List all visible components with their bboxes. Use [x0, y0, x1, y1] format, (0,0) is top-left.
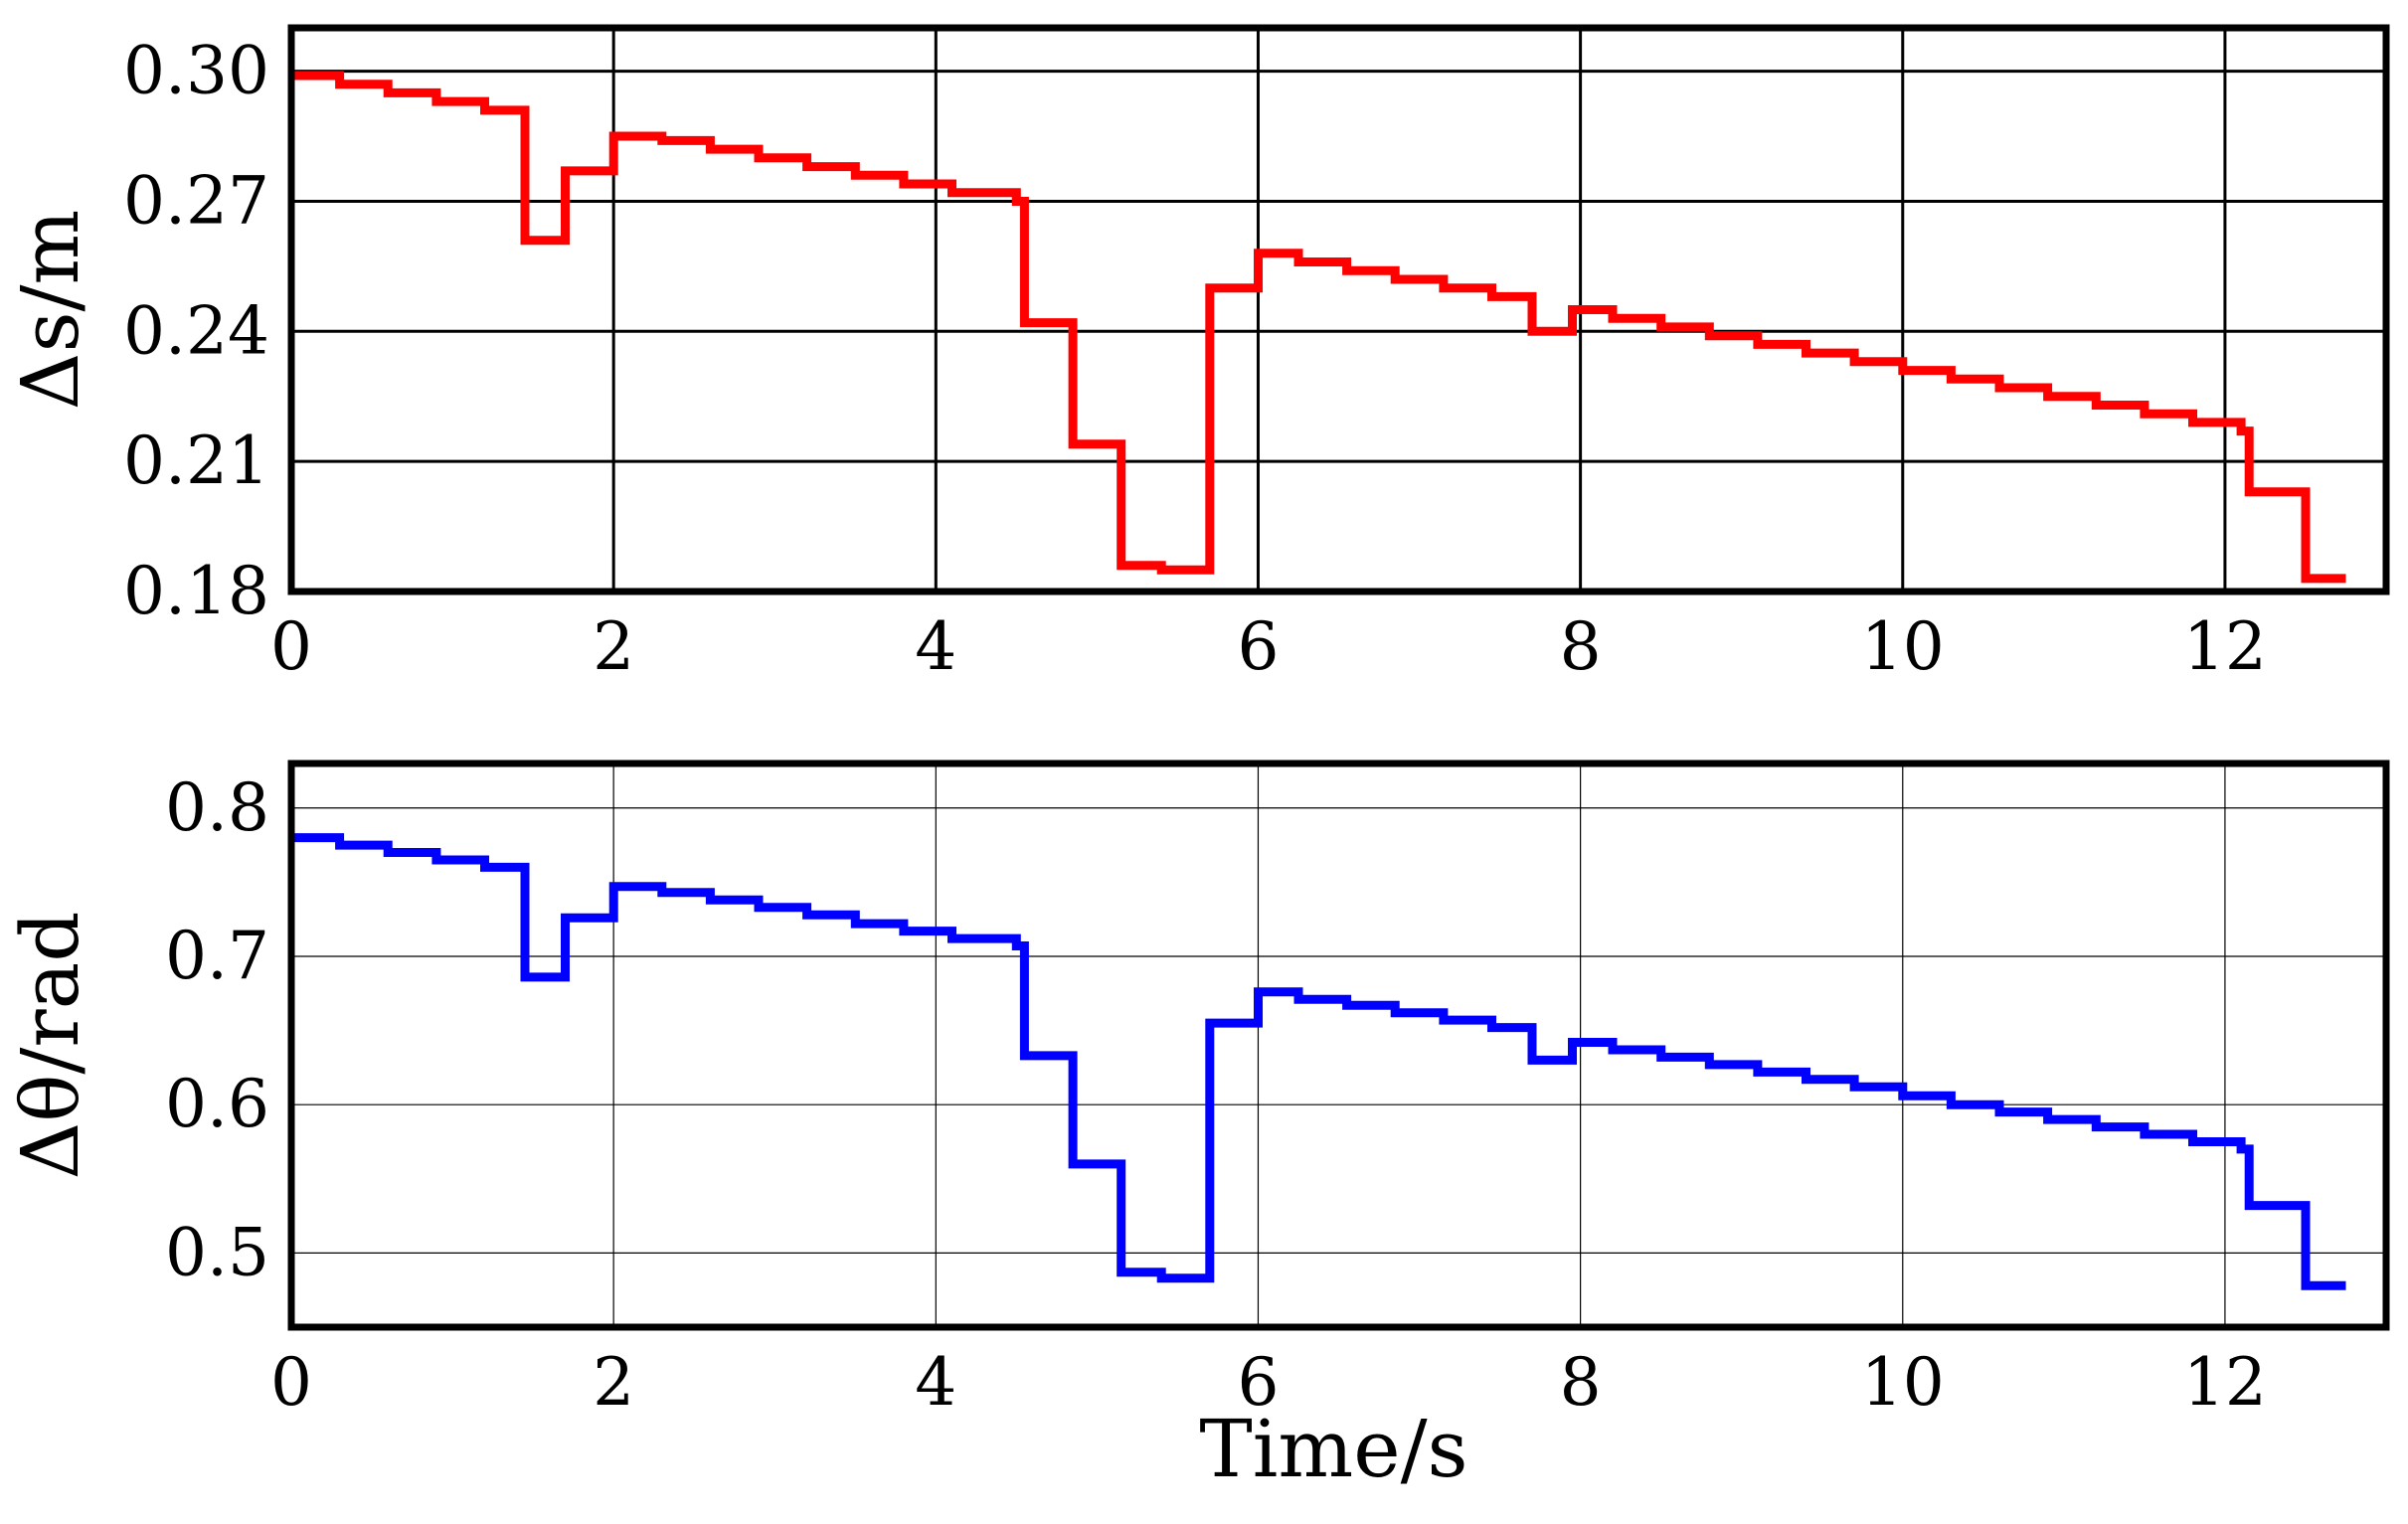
top-panel: 0 2 4 6 8 10 12 0.18 0.21 0.24 0.27 0.30 Δs/m [4, 24, 2390, 685]
series-line [291, 833, 2346, 1290]
x-tick-label: 6 [1237, 1344, 1279, 1421]
x-tick-label: 12 [2183, 1344, 2267, 1421]
y-tick-label: 0.7 [165, 918, 269, 994]
y-tick-label: 0.18 [123, 553, 269, 629]
x-tick-label: 4 [915, 608, 956, 685]
y-tick-label: 0.30 [123, 33, 269, 109]
plot-frame [287, 760, 2390, 1331]
x-tick-label: 6 [1237, 608, 1279, 685]
y-axis-label: Δs/m [4, 210, 96, 411]
y-axis-label: Δθ/rad [4, 911, 96, 1179]
y-tick-label: 0.6 [165, 1066, 269, 1142]
x-tick-label: 0 [270, 608, 312, 685]
x-tick-label: 12 [2183, 608, 2267, 685]
y-tick-label: 0.21 [123, 423, 269, 499]
x-tick-label: 0 [270, 1344, 312, 1421]
x-tick-label: 8 [1560, 1344, 1602, 1421]
bottom-panel: 0 2 4 6 8 10 12 0.5 0.6 0.7 0.8 Δθ/rad Time/s [4, 760, 2390, 1495]
series-line [291, 71, 2346, 584]
x-tick-label: 8 [1560, 608, 1602, 685]
x-tick-label: 2 [593, 1344, 634, 1421]
x-tick-label: 10 [1861, 608, 1945, 685]
plot-frame [287, 24, 2390, 595]
x-axis-label: Time/s [1199, 1403, 1467, 1495]
y-tick-label: 0.8 [165, 769, 269, 846]
y-tick-label: 0.5 [165, 1214, 269, 1290]
x-tick-label: 4 [915, 1344, 956, 1421]
y-tick-label: 0.27 [123, 162, 269, 239]
y-tick-label: 0.24 [123, 292, 269, 369]
x-tick-label: 10 [1861, 1344, 1945, 1421]
x-tick-label: 2 [593, 608, 634, 685]
